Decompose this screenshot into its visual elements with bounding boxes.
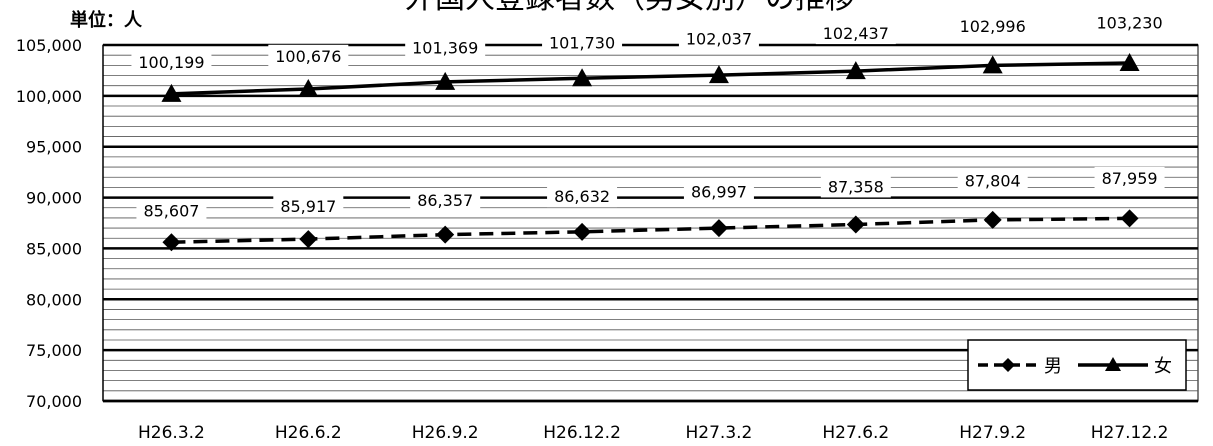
data-label: 103,230: [1096, 14, 1162, 33]
y-tick-label: 80,000: [26, 290, 82, 309]
y-tick-label: 90,000: [26, 189, 82, 208]
legend-label-0: 男: [1044, 356, 1062, 377]
y-tick-label: 105,000: [16, 36, 82, 55]
legend-marker-diamond: [1001, 358, 1015, 372]
legend-label-1: 女: [1154, 356, 1172, 377]
series-marker-diamond: [436, 225, 455, 244]
data-label: 102,037: [686, 29, 752, 48]
y-tick-label: 85,000: [26, 239, 82, 258]
data-label: 87,804: [965, 172, 1021, 191]
y-tick-label: 100,000: [16, 87, 82, 106]
series-marker-triangle: [298, 78, 319, 97]
y-tick-label: 75,000: [26, 341, 82, 360]
data-label: 101,369: [412, 39, 478, 58]
series-marker-triangle: [845, 61, 866, 80]
data-label-background: [1089, 11, 1170, 34]
series-marker-diamond: [846, 215, 865, 234]
data-label-background: [683, 180, 754, 203]
data-label-background: [410, 189, 481, 212]
data-label-background: [273, 194, 344, 217]
data-label-background: [957, 169, 1028, 192]
unit-label: 単位：人: [70, 9, 143, 31]
data-label-background: [268, 44, 349, 67]
series-marker-triangle: [1119, 53, 1140, 72]
data-label-background: [1094, 166, 1165, 189]
data-label: 102,437: [823, 24, 889, 43]
data-label: 85,607: [143, 201, 199, 220]
data-label-background: [542, 31, 623, 54]
data-label-background: [136, 199, 207, 222]
series-marker-triangle: [982, 55, 1003, 74]
series-line-1: [171, 61, 1130, 96]
series-marker-diamond: [1120, 209, 1139, 228]
data-label-background: [131, 50, 212, 73]
x-tick-label: H26.6.2: [275, 423, 342, 443]
series-marker-triangle: [435, 71, 456, 90]
y-tick-label: 70,000: [26, 392, 82, 411]
series-marker-triangle: [161, 83, 182, 102]
x-tick-label: H27.6.2: [822, 423, 889, 443]
x-tick-label: H27.9.2: [959, 423, 1026, 443]
x-tick-label: H26.12.2: [543, 423, 621, 443]
data-label: 86,997: [691, 182, 747, 201]
data-label-background: [678, 27, 759, 50]
x-tick-label: H27.3.2: [686, 423, 753, 443]
legend-marker-triangle: [1105, 357, 1121, 371]
x-tick-label: H27.12.2: [1091, 423, 1169, 443]
data-label: 102,996: [960, 17, 1026, 36]
data-label: 87,358: [828, 177, 884, 196]
data-label-background: [952, 15, 1033, 38]
y-tick-label: 95,000: [26, 138, 82, 157]
data-label: 85,917: [280, 197, 336, 216]
series-marker-diamond: [299, 230, 318, 249]
data-label-background: [405, 36, 486, 59]
x-tick-label: H26.3.2: [138, 423, 205, 443]
data-label: 86,632: [554, 187, 610, 206]
series-line-0: [171, 216, 1130, 245]
data-label: 87,959: [1102, 169, 1158, 188]
data-label-background: [820, 175, 891, 198]
data-label: 101,730: [549, 34, 615, 53]
data-label: 100,199: [138, 53, 204, 72]
data-label: 86,357: [417, 191, 473, 210]
series-marker-triangle: [708, 65, 729, 84]
x-tick-label: H26.9.2: [412, 423, 479, 443]
legend: [967, 339, 1187, 391]
series-marker-triangle: [572, 68, 593, 87]
series-marker-diamond: [709, 219, 728, 238]
data-label-background: [815, 22, 896, 45]
series-marker-diamond: [573, 222, 592, 241]
data-label: 100,676: [275, 47, 341, 66]
data-label-background: [547, 185, 618, 208]
series-marker-diamond: [983, 210, 1002, 229]
series-marker-diamond: [162, 233, 181, 252]
chart-title: 外国人登録者数（男女別）の推移: [405, 0, 855, 16]
